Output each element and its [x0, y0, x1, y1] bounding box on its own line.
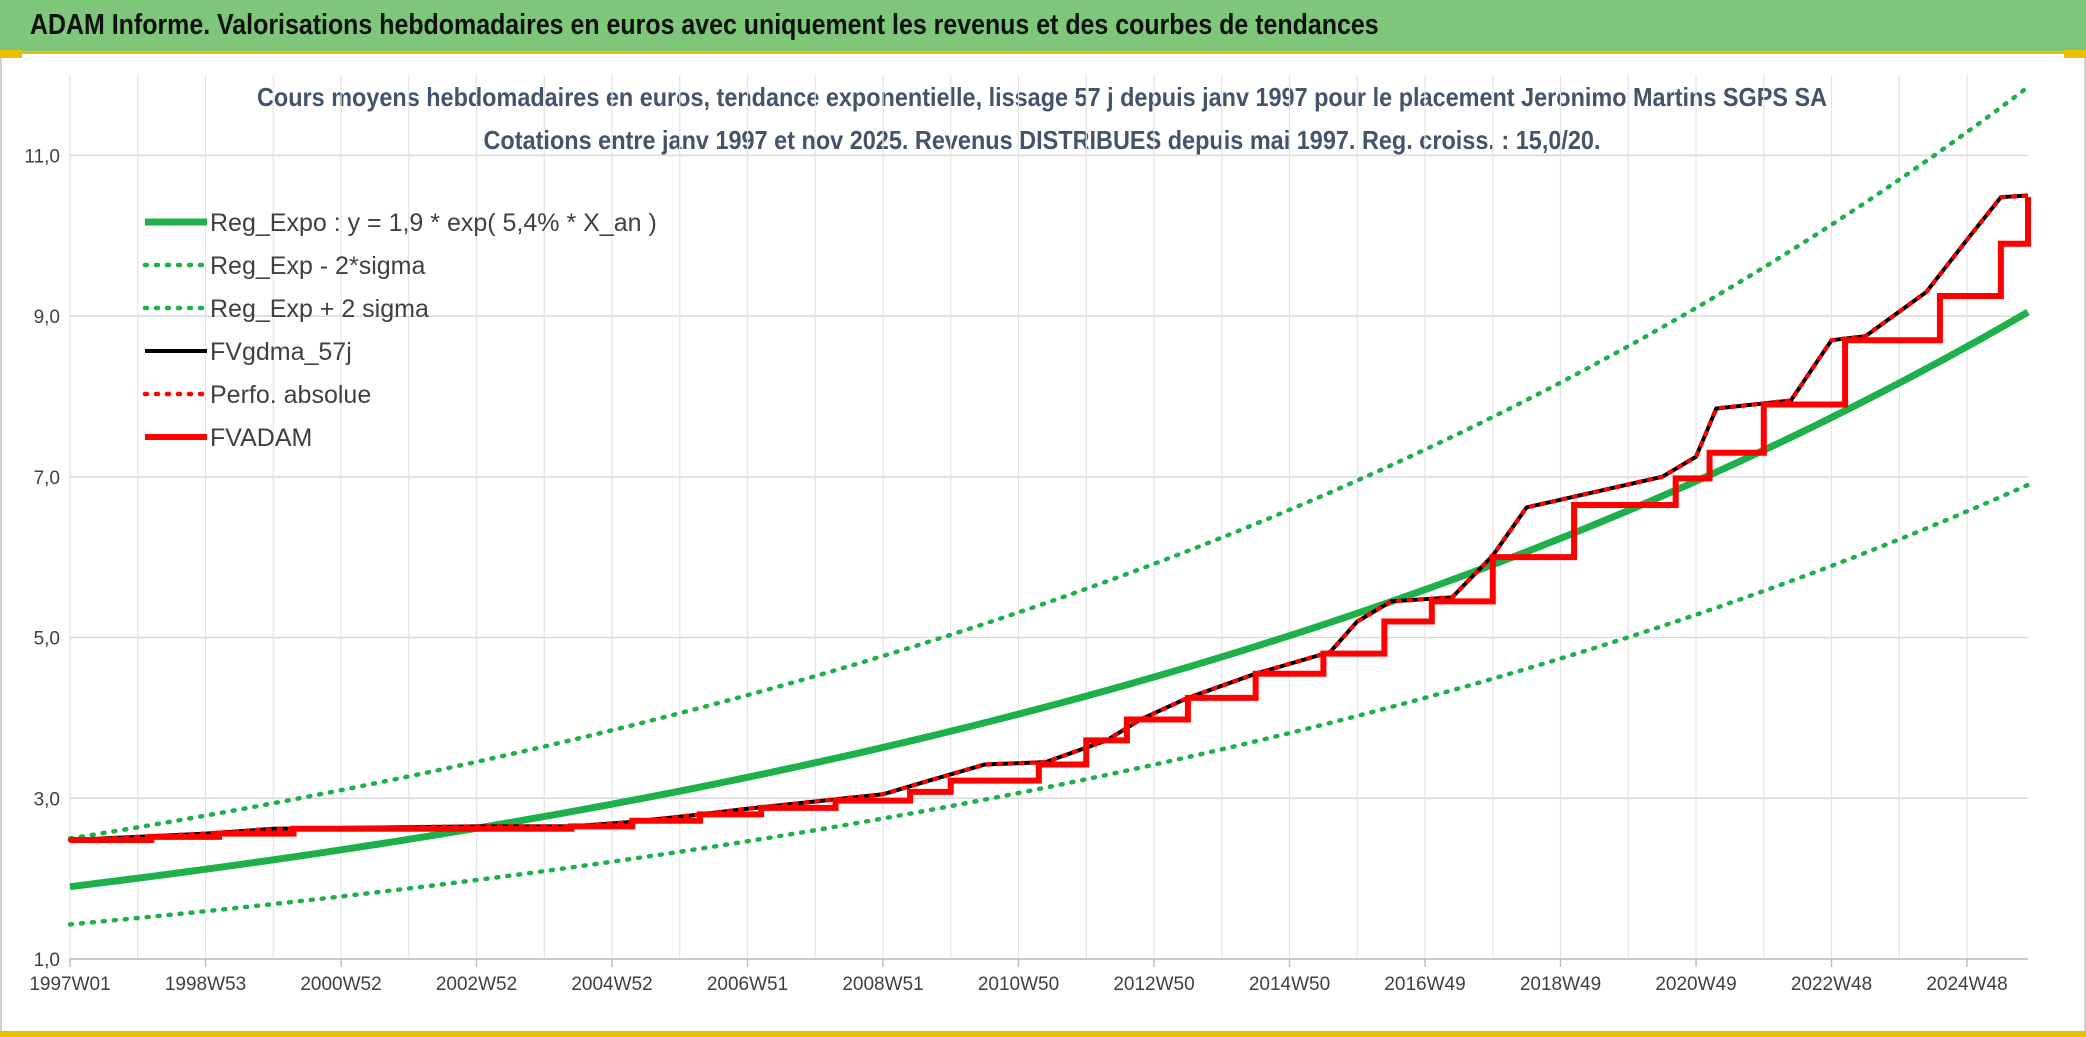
series-line-4	[67, 193, 2031, 843]
header-banner: ADAM Informe. Valorisations hebdomadaire…	[0, 0, 2086, 54]
x-tick-label: 2006W51	[707, 974, 788, 995]
y-tick-label: 9,0	[34, 307, 60, 328]
grid	[69, 75, 2028, 960]
x-tick-label: 2010W50	[978, 974, 1059, 995]
x-tick-label: 2018W49	[1520, 974, 1601, 995]
legend-label: FVADAM	[210, 424, 312, 452]
legend-label: Reg_Exp + 2 sigma	[210, 295, 429, 323]
chart-area: Cours moyens hebdomadaires en euros, ten…	[0, 58, 2086, 1031]
series-line-1	[67, 482, 2031, 927]
x-tick-label: 2008W51	[842, 974, 923, 995]
legend: Reg_Expo : y = 1,9 * exp( 5,4% * X_an ) R…	[142, 209, 657, 452]
line-chart: Cours moyens hebdomadaires en euros, ten…	[24, 75, 2031, 995]
y-tick-label: 1,0	[34, 950, 60, 971]
legend-label: Reg_Expo : y = 1,9 * exp( 5,4% * X_an )	[210, 209, 657, 237]
series-layer	[67, 84, 2031, 927]
x-tick-label: 2000W52	[300, 974, 381, 995]
x-tick-label: 2022W48	[1791, 974, 1872, 995]
x-tick-label: 2004W52	[571, 974, 652, 995]
x-tick-label: 1998W53	[165, 974, 246, 995]
axes: 1,0 3,0 5,0 7,0 9,0 11,0 1997W01 1998W53 2000W52…	[24, 146, 2028, 995]
series-line-3	[69, 193, 2029, 843]
x-tick-label: 1997W01	[29, 974, 110, 995]
bottom-accent-bar	[0, 1031, 2086, 1037]
x-tick-label: 2024W48	[1926, 974, 2007, 995]
chart-title: Cours moyens hebdomadaires en euros, ten…	[257, 82, 1827, 112]
y-tick-label: 7,0	[34, 468, 60, 489]
corner-accent-right	[2064, 50, 2086, 58]
y-tick-label: 11,0	[24, 146, 60, 167]
series-line-5	[70, 197, 2031, 844]
corner-accent-left	[0, 50, 22, 58]
page-title: ADAM Informe. Valorisations hebdomadaire…	[30, 9, 1379, 41]
x-tick-label: 2012W50	[1113, 974, 1194, 995]
y-tick-label: 3,0	[34, 789, 60, 810]
x-tick-label: 2020W49	[1655, 974, 1736, 995]
legend-label: Reg_Exp - 2*sigma	[210, 252, 425, 280]
chart-subtitle: Cotations entre janv 1997 et nov 2025. R…	[484, 125, 1601, 155]
legend-label: FVgdma_57j	[210, 338, 352, 366]
x-tick-label: 2002W52	[436, 974, 517, 995]
x-tick-label: 2014W50	[1249, 974, 1330, 995]
y-tick-label: 5,0	[34, 629, 60, 650]
series-line-2	[67, 84, 2031, 841]
legend-label: Perfo. absolue	[210, 381, 371, 409]
x-tick-label: 2016W49	[1384, 974, 1465, 995]
